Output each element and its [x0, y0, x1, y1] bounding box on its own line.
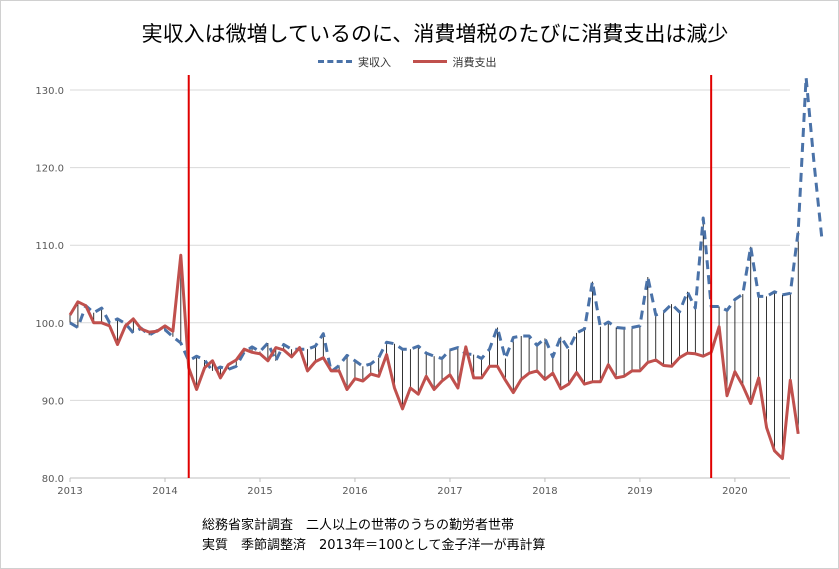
y-tick-label: 130.0: [35, 86, 64, 97]
x-tick-label: 2017: [437, 486, 462, 497]
x-tick-label: 2016: [342, 486, 367, 497]
y-tick-label: 100.0: [35, 319, 64, 330]
x-tick-label: 2014: [152, 486, 177, 497]
legend-label-expenditure: 消費支出: [452, 55, 497, 69]
chart-legend: 実収入 消費支出: [318, 53, 515, 70]
source-note: 総務省家計調査 二人以上の世帯のうちの勤労者世帯: [202, 518, 515, 533]
series-line-income: [69, 76, 824, 374]
y-tick-label: 110.0: [35, 241, 64, 252]
legend-item-expenditure: 消費支出: [412, 54, 497, 70]
legend-label-income: 実収入: [358, 55, 391, 69]
series-line-expenditure: [68, 253, 800, 461]
x-tick-label: 2013: [57, 486, 82, 497]
chart-title: 実収入は微増しているのに、消費増税のたびに消費支出は減少: [141, 22, 729, 46]
x-tick-label: 2015: [247, 486, 272, 497]
x-tick-label: 2020: [722, 486, 747, 497]
legend-swatch-income: [318, 60, 352, 63]
y-tick-label: 80.0: [42, 474, 64, 485]
x-tick-label: 2019: [627, 486, 652, 497]
x-tick-label: 2018: [532, 486, 557, 497]
method-note: 実質 季節調整済 2013年＝100として金子洋一が再計算: [202, 538, 546, 553]
y-tick-label: 120.0: [35, 164, 64, 175]
legend-item-income: 実収入: [318, 54, 391, 70]
y-tick-label: 90.0: [42, 396, 64, 407]
legend-swatch-expenditure: [412, 60, 447, 63]
